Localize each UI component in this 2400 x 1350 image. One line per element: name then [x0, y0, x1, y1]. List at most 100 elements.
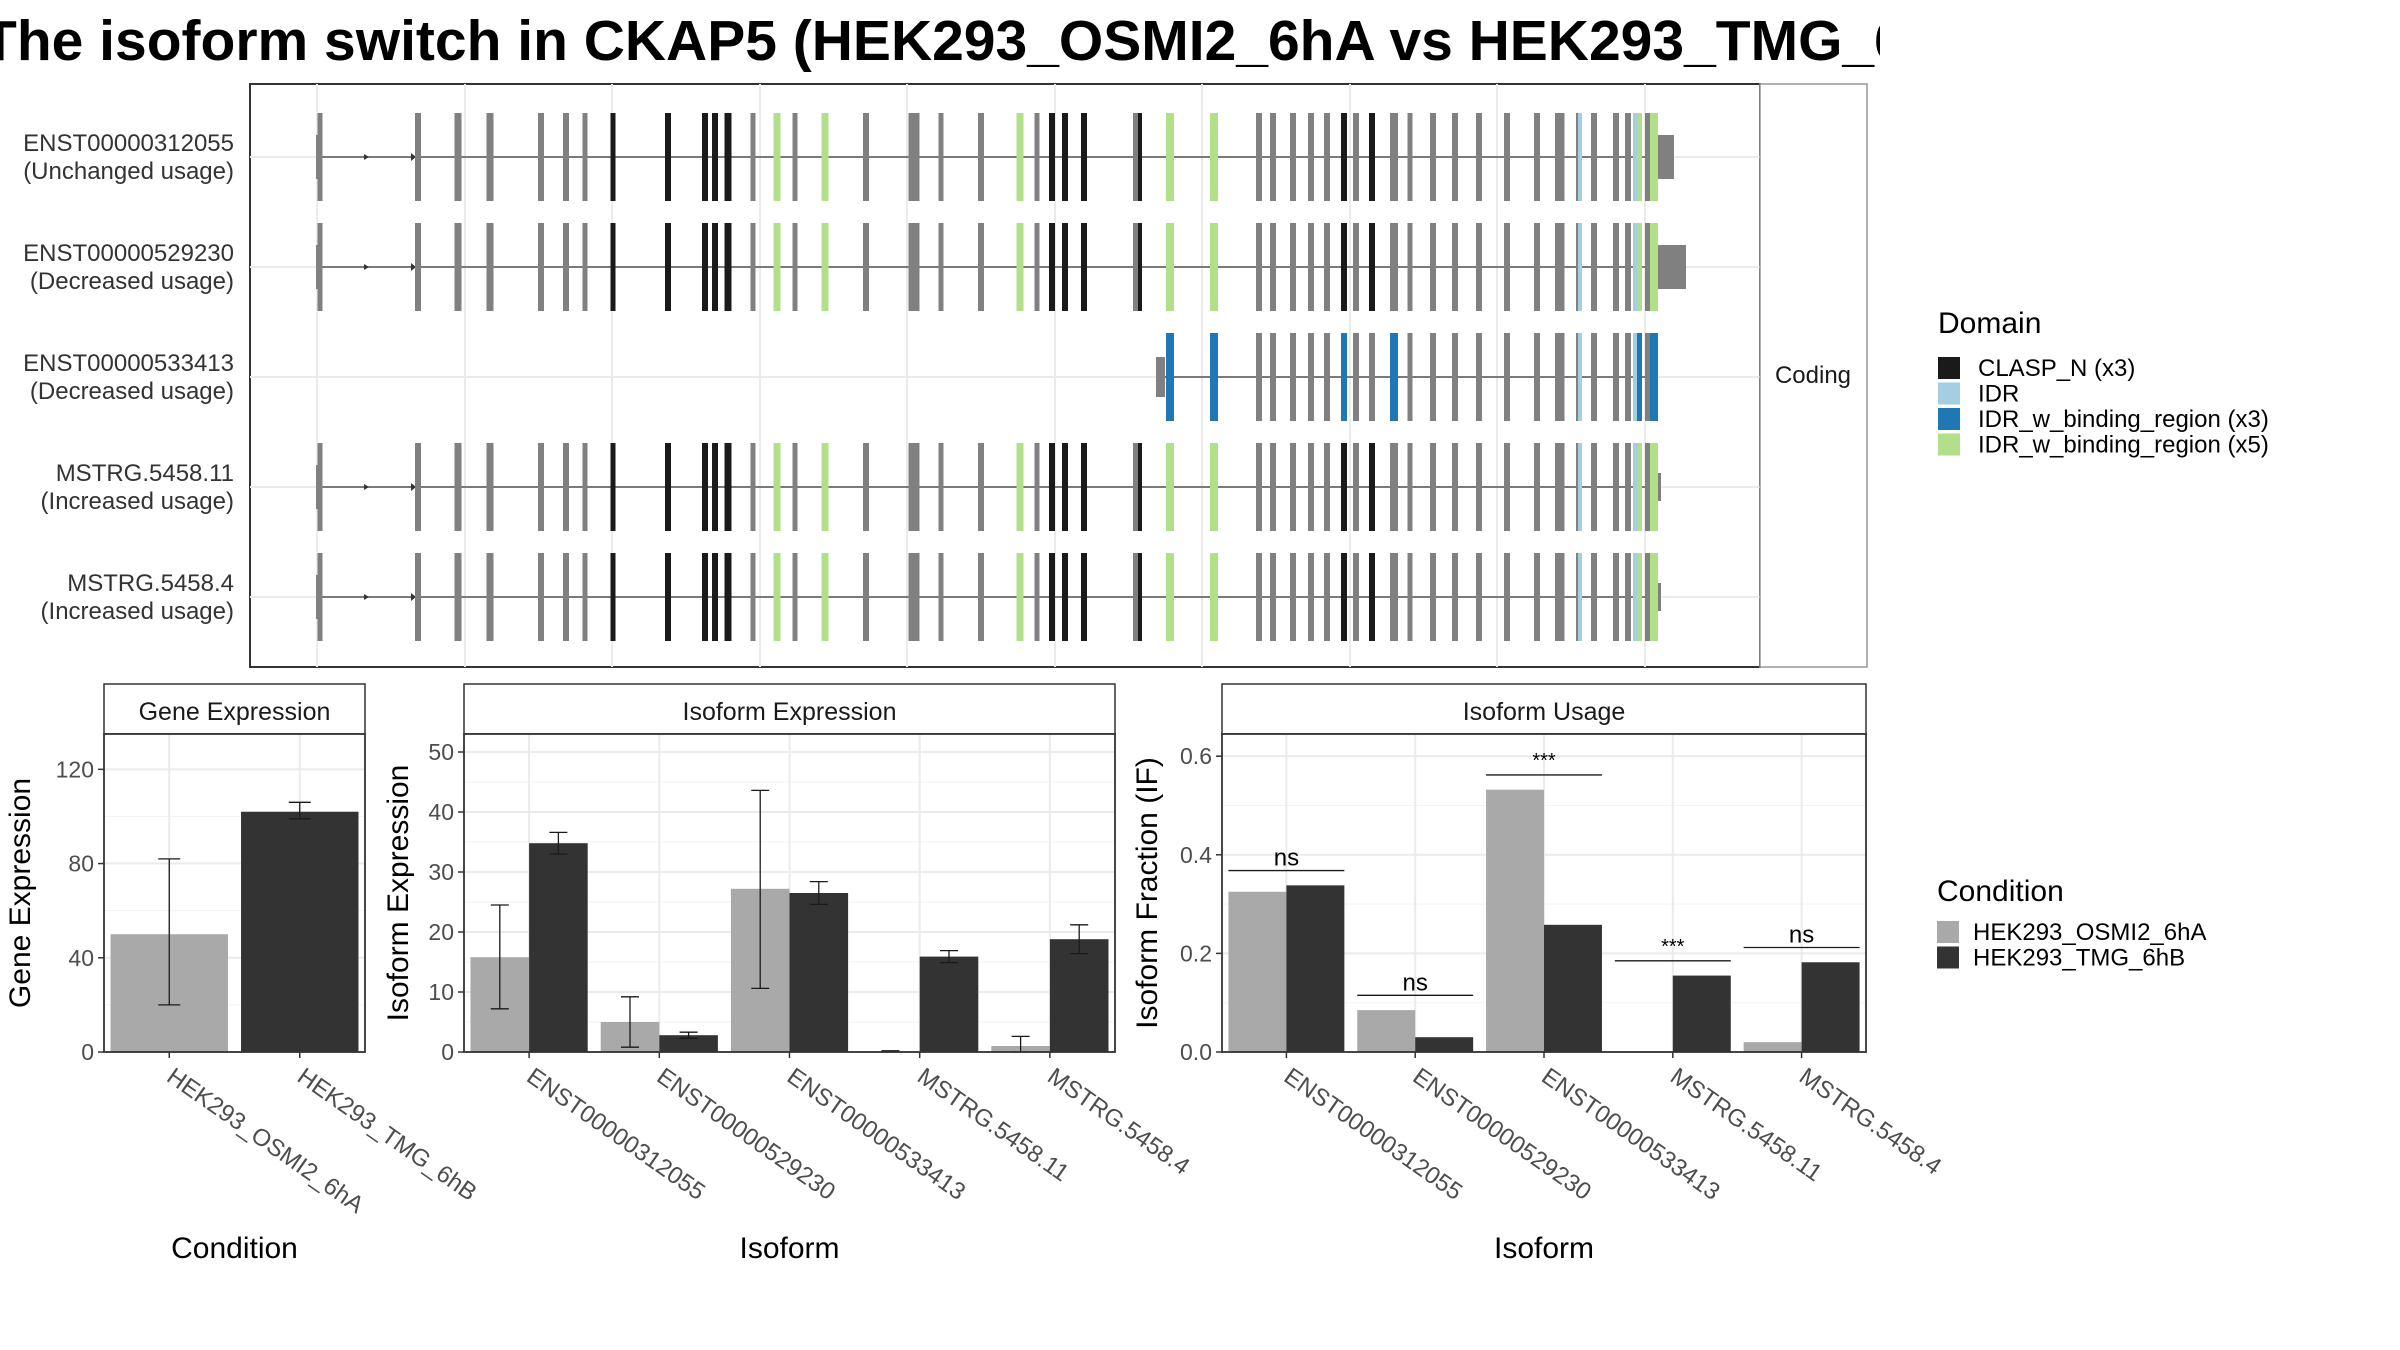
exon	[1534, 333, 1540, 421]
transcript-usage-label: (Increased usage)	[41, 488, 234, 515]
domain-block	[1650, 113, 1658, 201]
idr-region	[1578, 223, 1582, 311]
exon	[1081, 443, 1087, 531]
exon	[1034, 443, 1040, 531]
panel-border	[103, 733, 366, 1053]
exon	[1062, 553, 1068, 641]
bar	[241, 811, 359, 1052]
exon	[1270, 333, 1276, 421]
exon	[1210, 443, 1218, 531]
exon	[1138, 223, 1142, 311]
exon	[1324, 223, 1330, 311]
exon	[1341, 553, 1347, 641]
bar	[1415, 1037, 1474, 1052]
exon	[1034, 113, 1040, 201]
exon	[773, 443, 781, 531]
exon	[978, 443, 984, 531]
exon	[1016, 443, 1024, 531]
domain-legend-swatch	[1938, 382, 1960, 405]
panel-strip-title: Isoform Expression	[683, 698, 897, 726]
y-tick-label: 0	[441, 1039, 454, 1065]
x-axis-title: Condition	[171, 1232, 298, 1265]
significance-label: ns	[1403, 969, 1428, 996]
panel-strip-title: Gene Expression	[139, 698, 331, 726]
exon	[1504, 223, 1510, 311]
condition-legend-label: HEK293_OSMI2_6hA	[1973, 919, 2206, 946]
exon	[1407, 333, 1413, 421]
bar	[919, 956, 979, 1052]
exon	[1390, 553, 1398, 641]
bar	[1486, 789, 1544, 1052]
idr-region	[1578, 553, 1582, 641]
bar	[1286, 885, 1345, 1052]
exon	[1476, 553, 1482, 641]
exon	[665, 223, 671, 311]
exon	[702, 443, 708, 531]
strand-arrow	[364, 154, 369, 160]
exon	[1290, 113, 1296, 201]
exon	[1133, 553, 1139, 641]
exon	[582, 223, 588, 311]
exon	[1613, 333, 1619, 421]
transcript-id-label: ENST00000529230	[23, 240, 234, 267]
idr-region	[1633, 113, 1637, 201]
transcript-id-label: ENST00000312055	[23, 130, 234, 157]
y-tick-label: 80	[68, 851, 94, 877]
exon	[1256, 333, 1262, 421]
facet-strip	[1759, 83, 1868, 668]
exon	[1256, 443, 1262, 531]
y-tick-label: 0.4	[1180, 842, 1212, 868]
idr-region	[1633, 333, 1637, 421]
exon	[1290, 223, 1296, 311]
idr-region	[1578, 113, 1582, 201]
exon	[1476, 443, 1482, 531]
exon	[1613, 443, 1619, 531]
exon	[1210, 333, 1218, 421]
exon	[1407, 223, 1413, 311]
exon	[1559, 113, 1565, 201]
exon	[1166, 333, 1174, 421]
exon	[1452, 333, 1458, 421]
exon	[1452, 553, 1458, 641]
exon	[863, 553, 869, 641]
strand-arrow	[364, 594, 369, 600]
exon	[1353, 333, 1359, 421]
exon	[1138, 443, 1142, 531]
exon	[454, 443, 462, 531]
condition-legend-swatch	[1937, 921, 1959, 943]
exon	[1016, 553, 1024, 641]
domain-block	[1650, 443, 1658, 531]
strand-arrow	[411, 483, 416, 491]
exon	[978, 223, 984, 311]
exon	[454, 223, 462, 311]
exon	[1591, 223, 1597, 311]
exon	[1476, 113, 1482, 201]
exon	[712, 553, 718, 641]
panel-strip-title: Isoform Usage	[1463, 698, 1626, 726]
strand-arrow	[364, 484, 369, 490]
exon	[1504, 113, 1510, 201]
idr-region	[1633, 223, 1637, 311]
exon	[1016, 113, 1024, 201]
exon	[1645, 333, 1651, 421]
exon	[1270, 553, 1276, 641]
exon	[317, 113, 323, 201]
exon	[1430, 333, 1436, 421]
exon	[486, 553, 494, 641]
exon	[1049, 113, 1055, 201]
exon	[792, 113, 798, 201]
transcript-usage-label: (Decreased usage)	[30, 268, 234, 295]
exon	[1369, 113, 1375, 201]
exon	[582, 443, 588, 531]
exon	[1353, 223, 1359, 311]
y-tick-label: 0.2	[1180, 940, 1212, 966]
exon	[1555, 443, 1561, 531]
exon	[1591, 333, 1597, 421]
exon	[750, 443, 756, 531]
transcript-id-label: MSTRG.5458.11	[56, 460, 234, 487]
exon	[821, 113, 829, 201]
bar	[789, 893, 849, 1052]
y-tick-label: 30	[428, 859, 454, 885]
domain-legend-label: IDR	[1978, 381, 2019, 408]
